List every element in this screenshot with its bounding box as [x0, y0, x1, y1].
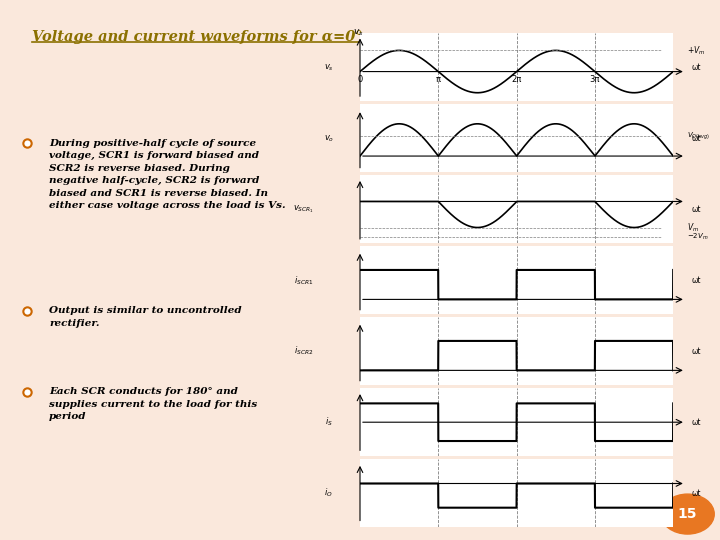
Text: $V_{O(avg)}$: $V_{O(avg)}$ [688, 130, 711, 141]
Circle shape [661, 494, 714, 534]
Text: $V_m$: $V_m$ [688, 221, 699, 234]
Text: $i_S$: $i_S$ [325, 416, 333, 428]
Text: ωt: ωt [692, 418, 701, 427]
Text: Each SCR conducts for 180° and
supplies current to the load for this
period: Each SCR conducts for 180° and supplies … [49, 387, 257, 421]
Text: $v_s$: $v_s$ [354, 27, 364, 38]
Text: π: π [436, 76, 441, 84]
Text: $+V_m$: $+V_m$ [688, 44, 706, 57]
Text: During positive-half cycle of source
voltage, SCR1 is forward biased and
SCR2 is: During positive-half cycle of source vol… [49, 139, 286, 210]
Text: $-2V_m$: $-2V_m$ [688, 232, 708, 242]
Text: 3π: 3π [590, 76, 600, 84]
Text: 15: 15 [678, 507, 698, 521]
Text: Voltage and current waveforms for α=0°: Voltage and current waveforms for α=0° [32, 30, 363, 44]
Text: ωt: ωt [692, 489, 701, 498]
Text: ωt: ωt [692, 134, 701, 143]
Text: $i_O$: $i_O$ [324, 487, 333, 500]
Text: $v_{SCR_1}$: $v_{SCR_1}$ [293, 204, 314, 215]
Text: $i_{SCR2}$: $i_{SCR2}$ [294, 345, 313, 357]
Text: ωt: ωt [692, 205, 701, 214]
Text: ωt: ωt [692, 63, 701, 72]
Text: 0: 0 [357, 76, 363, 84]
Text: $v_o$: $v_o$ [323, 133, 334, 144]
Text: Output is similar to uncontrolled
rectifier.: Output is similar to uncontrolled rectif… [49, 306, 242, 328]
Text: ωt: ωt [692, 347, 701, 356]
Text: ωt: ωt [692, 276, 701, 285]
Text: $i_{SCR1}$: $i_{SCR1}$ [294, 274, 313, 287]
Text: $v_s$: $v_s$ [324, 62, 333, 72]
Text: 2π: 2π [511, 76, 522, 84]
